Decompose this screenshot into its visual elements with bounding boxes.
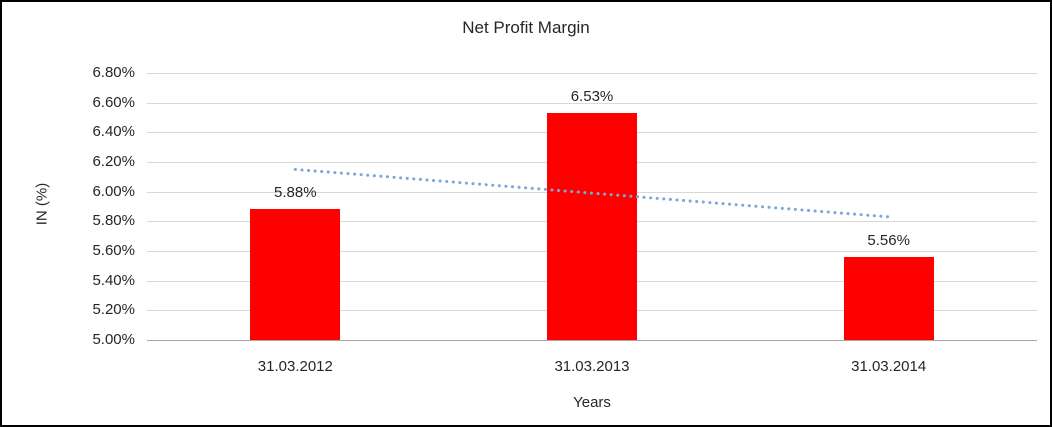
- y-axis-title: IN (%): [33, 182, 51, 226]
- gridline: [147, 102, 1037, 104]
- y-tick-label: 5.40%: [92, 271, 135, 289]
- x-tick-label: 31.03.2013: [554, 358, 630, 375]
- y-tick-label: 6.00%: [92, 182, 135, 200]
- y-tick-label: 5.80%: [92, 212, 135, 230]
- x-tick-label: 31.03.2014: [851, 358, 927, 375]
- y-tick-label: 6.40%: [92, 123, 135, 141]
- bar-value-label: 5.88%: [274, 184, 317, 202]
- y-tick-label: 6.80%: [92, 64, 135, 81]
- bar: [547, 113, 637, 340]
- bar-value-label: 5.56%: [867, 231, 910, 249]
- x-tick-label: 31.03.2012: [257, 358, 333, 375]
- chart-title: Net Profit Margin: [462, 18, 590, 37]
- x-axis-line: [147, 340, 1037, 341]
- y-tick-label: 5.60%: [92, 242, 135, 259]
- y-tick-label: 6.20%: [92, 153, 135, 170]
- bar: [843, 256, 934, 340]
- trendline: [293, 167, 891, 219]
- x-axis-title: Years: [573, 394, 611, 411]
- y-tick-label: 6.60%: [92, 93, 135, 111]
- y-tick-label: 5.20%: [92, 301, 135, 319]
- bar: [250, 209, 341, 340]
- y-tick-label: 5.00%: [92, 331, 135, 348]
- bar-value-label: 6.53%: [570, 88, 614, 106]
- gridline: [147, 73, 1037, 74]
- plot-area: 5.88% 6.53% 5.56%: [147, 73, 1037, 341]
